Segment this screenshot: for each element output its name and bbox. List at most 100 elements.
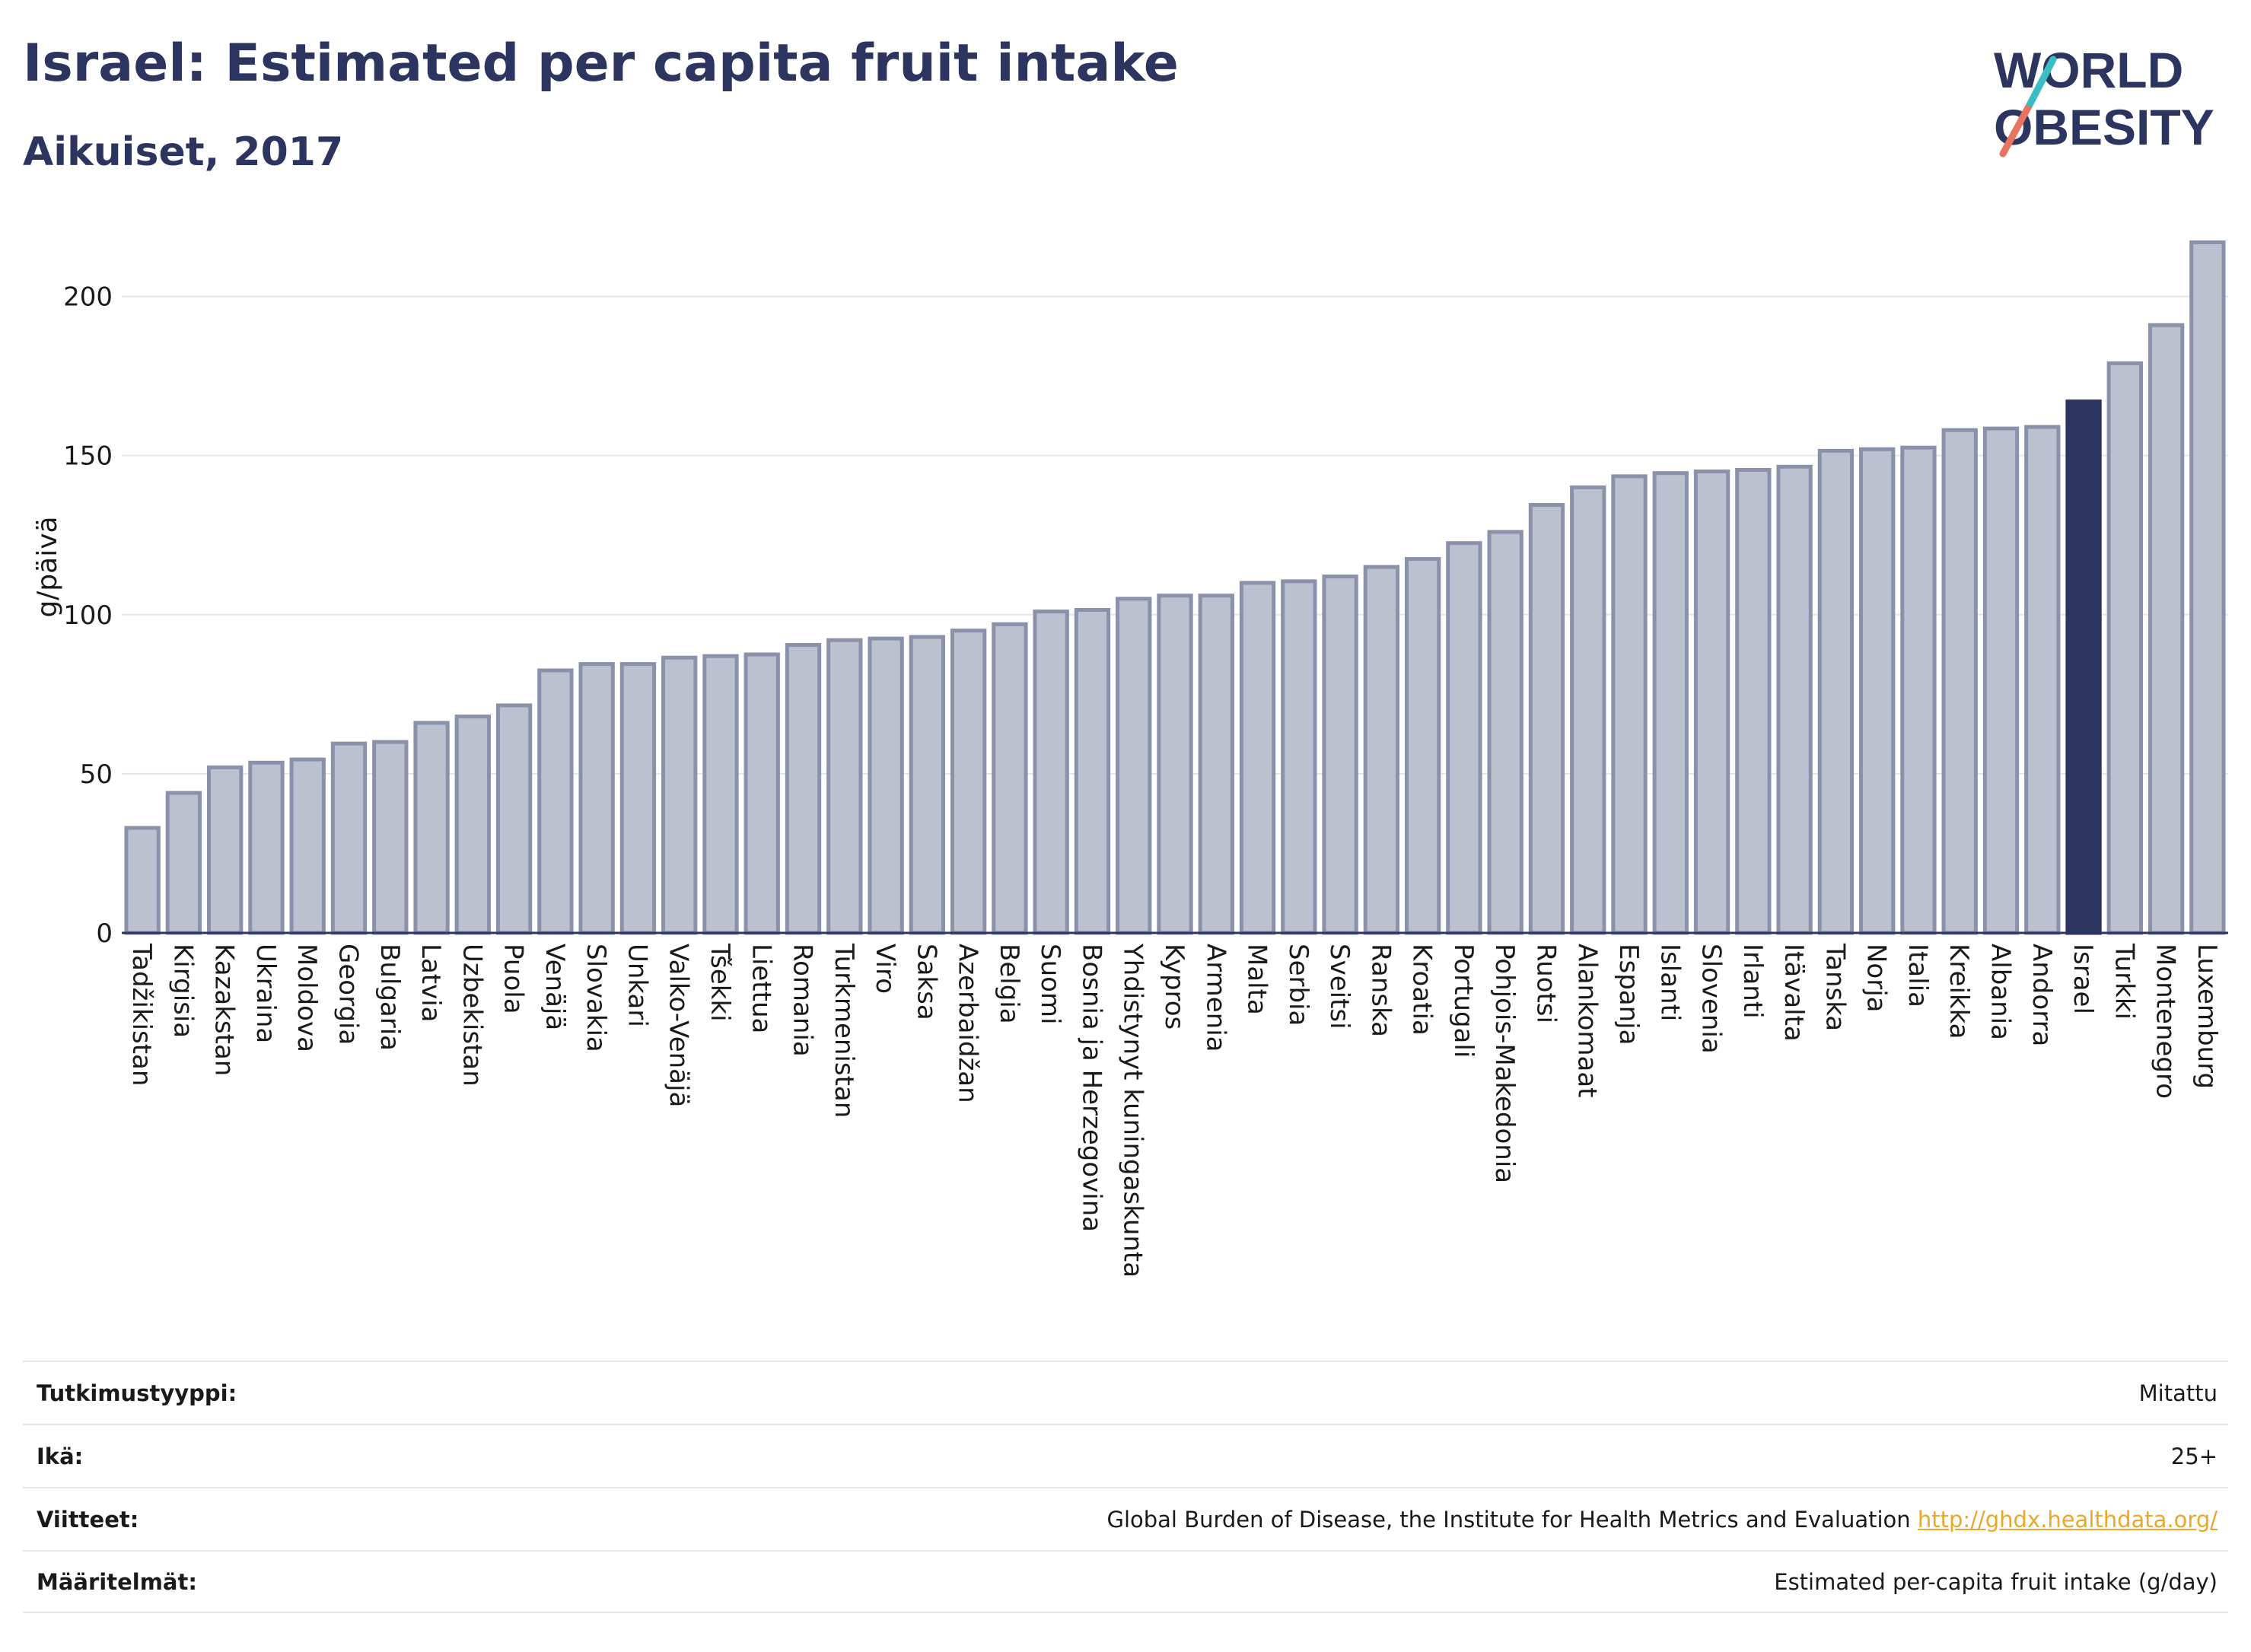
bar-valko-venäjä[interactable] xyxy=(661,655,698,935)
bar-georgia[interactable] xyxy=(330,741,368,935)
bar-norja[interactable] xyxy=(1858,447,1896,935)
bar-andorra[interactable] xyxy=(2024,425,2061,935)
x-tick-label: Uzbekistan xyxy=(457,944,487,1087)
x-tick-label: Yhdistynyt kuningaskunta xyxy=(1118,943,1148,1278)
y-tick-label: 0 xyxy=(96,918,113,949)
x-tick-label: Unkari xyxy=(622,944,652,1027)
x-tick-label: Turkmenistan xyxy=(829,943,859,1118)
x-tick-label: Georgia xyxy=(333,944,364,1045)
bar-montenegro[interactable] xyxy=(2148,323,2185,935)
x-tick-label: Tanska xyxy=(1820,943,1850,1031)
bar-ranska[interactable] xyxy=(1363,565,1400,935)
meta-row-definitions: Määritelmät: Estimated per-capita fruit … xyxy=(23,1550,2228,1613)
bar-ukraina[interactable] xyxy=(248,760,285,935)
bar-venäjä[interactable] xyxy=(537,668,574,935)
bar-saksa[interactable] xyxy=(909,635,946,935)
meta-row-study-type: Tutkimustyyppi: Mitattu xyxy=(23,1361,2228,1424)
x-tick-label: Sveitsi xyxy=(1324,944,1355,1030)
x-tick-label: Malta xyxy=(1242,944,1272,1015)
x-tick-label: Espanja xyxy=(1613,944,1644,1045)
x-tick-label: Turkki xyxy=(2109,943,2139,1020)
bar-tšekki[interactable] xyxy=(702,654,739,935)
x-tick-label: Norja xyxy=(1861,944,1892,1013)
bar-yhdistynyt-kuningaskunta[interactable] xyxy=(1116,597,1152,935)
bar-malta[interactable] xyxy=(1239,581,1276,935)
bar-slovakia[interactable] xyxy=(578,662,615,935)
x-tick-label: Moldova xyxy=(291,944,322,1052)
reference-link[interactable]: http://ghdx.healthdata.org/ xyxy=(1917,1506,2218,1533)
bar-puola[interactable] xyxy=(495,703,533,935)
bar-suomi[interactable] xyxy=(1033,610,1069,935)
x-tick-label: Slovakia xyxy=(581,944,611,1052)
x-tick-label: Valko-Venäjä xyxy=(664,944,694,1107)
bar-itävalta[interactable] xyxy=(1776,464,1813,935)
chart-title: Israel: Estimated per capita fruit intak… xyxy=(23,33,1179,94)
bar-kroatia[interactable] xyxy=(1404,557,1441,935)
bar-portugali[interactable] xyxy=(1446,541,1482,935)
bar-tanska[interactable] xyxy=(1817,448,1855,935)
bar-irlanti[interactable] xyxy=(1735,467,1772,935)
bar-turkmenistan[interactable] xyxy=(826,638,863,935)
y-axis-label: g/päivä xyxy=(32,516,63,617)
x-tick-label: Tadžikistan xyxy=(126,943,157,1086)
meta-value: Estimated per-capita fruit intake (g/day… xyxy=(1774,1568,2218,1595)
bar-serbia[interactable] xyxy=(1281,579,1317,935)
y-tick-label: 200 xyxy=(63,282,113,313)
bar-uzbekistan[interactable] xyxy=(454,715,492,935)
bar-moldova[interactable] xyxy=(289,757,326,935)
bar-alankomaat[interactable] xyxy=(1570,485,1606,935)
bar-tadžikistan[interactable] xyxy=(124,826,161,935)
x-tick-label: Andorra xyxy=(2027,944,2057,1046)
meta-value: 25+ xyxy=(2170,1443,2218,1469)
bar-unkari[interactable] xyxy=(619,662,657,935)
bar-liettua[interactable] xyxy=(743,652,780,935)
bar-kypros[interactable] xyxy=(1157,594,1193,935)
bar-slovenia[interactable] xyxy=(1693,469,1730,935)
x-tick-label: Kazakstan xyxy=(209,944,240,1076)
x-tick-label: Latvia xyxy=(415,944,446,1023)
bar-turkki[interactable] xyxy=(2106,361,2143,935)
bar-ruotsi[interactable] xyxy=(1528,502,1565,935)
meta-label: Viitteet: xyxy=(37,1506,139,1533)
bar-albania[interactable] xyxy=(1982,426,2020,935)
meta-label: Ikä: xyxy=(37,1443,84,1469)
bar-italia[interactable] xyxy=(1900,445,1937,935)
meta-value-references: Global Burden of Disease, the Institute … xyxy=(1106,1507,2218,1533)
bar-luxemburg[interactable] xyxy=(2189,240,2226,935)
bar-armenia[interactable] xyxy=(1198,594,1234,935)
x-tick-label: Israel xyxy=(2068,944,2098,1014)
x-tick-label: Kirgisia xyxy=(167,944,198,1038)
metadata-table: Tutkimustyyppi: Mitattu Ikä: 25+ Viittee… xyxy=(23,1361,2228,1613)
x-tick-label: Viro xyxy=(870,944,900,994)
meta-row-age: Ikä: 25+ xyxy=(23,1424,2228,1487)
x-tick-label: Luxemburg xyxy=(2192,944,2222,1089)
x-tick-label: Kypros xyxy=(1159,944,1189,1030)
meta-value: Mitattu xyxy=(2138,1380,2218,1406)
reference-text: Global Burden of Disease, the Institute … xyxy=(1106,1506,1918,1533)
logo-line1: WORLD xyxy=(1994,42,2183,98)
bar-kazakstan[interactable] xyxy=(207,766,244,935)
bar-kirgisia[interactable] xyxy=(165,791,202,935)
bar-kreikka[interactable] xyxy=(1941,428,1978,935)
x-tick-label: Puola xyxy=(498,944,529,1014)
bar-israel[interactable] xyxy=(2065,399,2102,935)
x-tick-label: Ranska xyxy=(1365,944,1396,1037)
bar-islanti[interactable] xyxy=(1652,471,1689,935)
bar-espanja[interactable] xyxy=(1611,474,1648,935)
bar-belgia[interactable] xyxy=(992,622,1028,935)
x-tick-label: Italia xyxy=(1902,944,1933,1007)
x-tick-label: Serbia xyxy=(1283,944,1313,1026)
bar-azerbaidžan[interactable] xyxy=(950,629,987,935)
x-tick-label: Itävalta xyxy=(1778,944,1809,1042)
x-tick-label: Suomi xyxy=(1035,944,1065,1025)
bar-bosnia-ja-herzegovina[interactable] xyxy=(1074,608,1111,935)
bar-viro[interactable] xyxy=(868,636,904,935)
bar-romania[interactable] xyxy=(785,643,822,935)
bar-bulgaria[interactable] xyxy=(372,740,409,935)
bar-sveitsi[interactable] xyxy=(1322,575,1358,935)
world-obesity-logo: WORLD OBESITY xyxy=(1994,42,2214,158)
bar-latvia[interactable] xyxy=(413,721,450,935)
x-tick-label: Azerbaidžan xyxy=(953,944,983,1103)
bar-pohjois-makedonia[interactable] xyxy=(1487,530,1523,935)
y-tick-label: 100 xyxy=(63,600,113,631)
